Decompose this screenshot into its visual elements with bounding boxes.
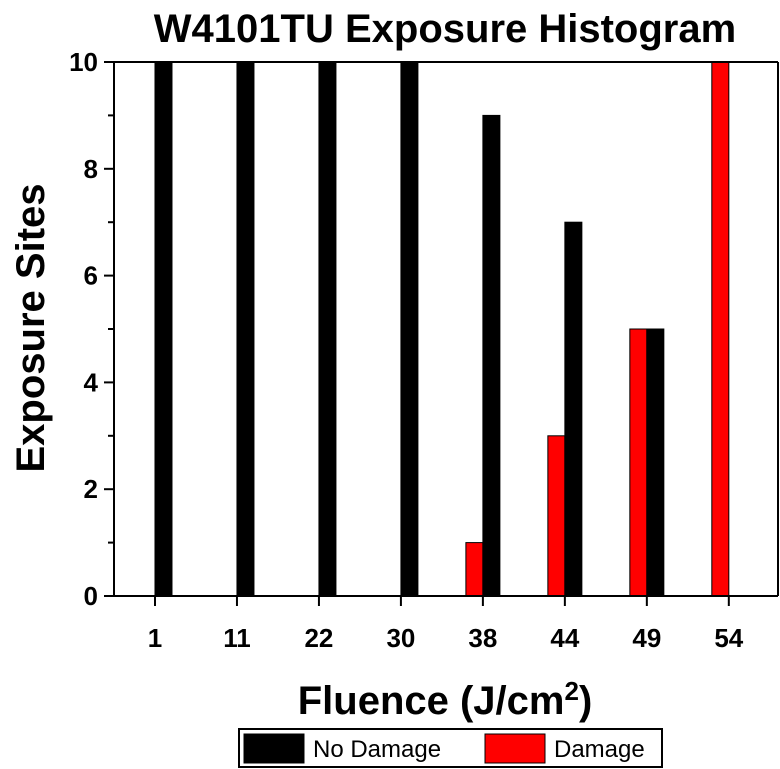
bar-no-damage-38 [482,114,501,597]
legend: No Damage Damage [238,728,663,768]
bar-damage-44 [547,435,566,597]
bar-damage-54 [711,61,730,597]
x-axis-title-suffix: ) [579,679,592,723]
y-axis-title: Exposure Sites [9,183,53,472]
x-tick-label-1: 1 [148,623,162,653]
legend-label-no-damage: No Damage [313,736,441,763]
bar-no-damage-30 [400,61,419,597]
x-tick-label-30: 30 [386,623,415,653]
legend-box [238,728,663,768]
x-tick-label-49: 49 [632,623,661,653]
bar-no-damage-49 [646,328,665,597]
x-tick-label-11: 11 [223,623,251,653]
x-tick-label-44: 44 [550,623,579,653]
bar-no-damage-1 [154,61,173,597]
x-tick-label-54: 54 [714,623,743,653]
bar-no-damage-44 [564,221,583,597]
y-tick-label-0: 0 [84,581,98,611]
x-axis-title: Fluence (J/cm2) [298,676,593,723]
x-tick-label-38: 38 [468,623,497,653]
legend-swatch-damage [484,733,546,764]
bar-damage-49 [629,328,648,597]
y-tick-label-10: 10 [69,47,98,77]
legend-swatch-no-damage [243,733,305,764]
y-tick-label-6: 6 [84,261,98,291]
x-axis-title-superscript: 2 [564,676,578,706]
bar-damage-38 [465,542,484,597]
x-axis-title-main: Fluence (J/cm [298,679,565,723]
y-tick-label-4: 4 [84,367,99,397]
bar-no-damage-22 [318,61,337,597]
y-tick-label-2: 2 [84,474,98,504]
chart-title: W4101TU Exposure Histogram [154,7,736,51]
bar-no-damage-11 [236,61,255,597]
y-tick-label-8: 8 [84,154,98,184]
legend-label-damage: Damage [554,736,645,763]
x-tick-label-22: 22 [304,623,333,653]
